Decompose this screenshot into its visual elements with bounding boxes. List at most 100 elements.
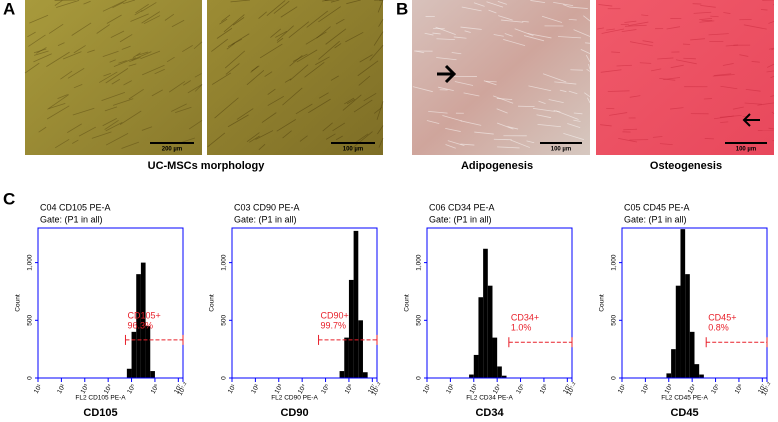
- texture: [354, 133, 369, 144]
- texture: [219, 18, 228, 25]
- texture: [473, 2, 485, 7]
- texture: [104, 106, 118, 112]
- texture: [600, 69, 622, 73]
- texture: [530, 0, 546, 4]
- x-tick-label: 10⁶: [344, 383, 355, 395]
- bar: [353, 230, 359, 378]
- texture: [112, 98, 134, 106]
- texture: [522, 20, 529, 23]
- texture: [624, 20, 637, 23]
- texture: [46, 51, 70, 67]
- x-tick-label: 10⁷: [757, 383, 768, 395]
- texture: [720, 85, 738, 90]
- texture: [683, 57, 696, 60]
- texture: [493, 34, 504, 37]
- texture: [568, 18, 577, 21]
- bar: [126, 368, 132, 378]
- texture: [438, 86, 454, 92]
- texture: [38, 126, 47, 133]
- texture: [771, 111, 775, 114]
- texture: [134, 10, 143, 16]
- chart-title: C03 CD90 PE-A: [234, 202, 300, 212]
- texture: [221, 14, 231, 22]
- texture: [378, 137, 384, 148]
- texture: [600, 124, 612, 127]
- texture: [216, 27, 233, 39]
- texture: [745, 89, 761, 92]
- texture: [164, 13, 175, 21]
- texture: [226, 43, 235, 50]
- texture: [363, 92, 377, 102]
- texture: [675, 59, 697, 65]
- bar: [469, 374, 474, 378]
- y-tick-label: 500: [221, 315, 228, 326]
- texture: [483, 80, 497, 86]
- texture: [225, 63, 240, 75]
- texture: [154, 68, 165, 75]
- texture: [700, 4, 716, 8]
- x-tick-label: 10⁷: [562, 383, 573, 395]
- x-tick-label: 10⁷·²: [566, 381, 579, 397]
- texture: [641, 14, 649, 17]
- x-axis-label: FL2 CD105 PE-A: [75, 395, 126, 402]
- texture: [732, 106, 744, 110]
- panel-label: B: [396, 0, 408, 18]
- y-tick-label: 500: [416, 315, 423, 326]
- texture: [105, 68, 129, 84]
- y-tick-label: 0: [416, 376, 423, 380]
- texture: [111, 78, 121, 85]
- texture: [299, 135, 308, 142]
- texture: [142, 64, 165, 76]
- texture: [121, 141, 140, 149]
- texture: [583, 15, 591, 22]
- micrograph: [596, 0, 774, 155]
- texture: [56, 0, 80, 8]
- texture: [143, 15, 161, 25]
- texture: [181, 137, 195, 143]
- texture: [507, 126, 519, 130]
- x-tick-label: 10⁴: [103, 383, 114, 395]
- texture: [497, 1, 507, 5]
- texture: [616, 64, 632, 67]
- texture: [428, 111, 448, 114]
- micrograph: [412, 0, 590, 155]
- texture: [105, 132, 129, 146]
- texture: [624, 24, 647, 27]
- texture: [623, 128, 638, 131]
- texture: [412, 86, 433, 93]
- x-tick-label: 10⁴: [297, 383, 308, 395]
- texture: [436, 57, 457, 61]
- texture: [573, 29, 591, 37]
- bar: [689, 331, 695, 378]
- y-tick-label: 500: [611, 315, 618, 326]
- y-tick-label: 0: [611, 376, 618, 380]
- texture: [766, 70, 775, 73]
- x-tick-label: 10¹: [33, 383, 44, 395]
- scale-label: 100 µm: [736, 147, 756, 153]
- texture: [766, 63, 775, 68]
- texture: [236, 108, 254, 120]
- texture: [346, 0, 361, 5]
- texture: [123, 0, 136, 4]
- texture: [322, 122, 333, 132]
- texture: [282, 130, 292, 139]
- y-axis-label: Count: [404, 294, 411, 312]
- texture: [48, 102, 66, 109]
- texture: [62, 51, 82, 60]
- x-tick-label: 10²: [640, 383, 651, 395]
- texture: [474, 131, 494, 135]
- texture: [284, 78, 292, 83]
- texture: [83, 0, 91, 5]
- texture: [432, 32, 441, 35]
- caption: CD90: [280, 407, 308, 419]
- texture: [585, 54, 591, 63]
- texture: [373, 107, 383, 114]
- texture: [770, 75, 775, 79]
- bar: [473, 354, 479, 378]
- texture: [496, 108, 508, 114]
- texture: [628, 21, 649, 26]
- texture: [712, 74, 735, 77]
- texture: [128, 88, 144, 100]
- texture: [289, 64, 309, 81]
- x-tick-label: 10⁷: [173, 383, 184, 395]
